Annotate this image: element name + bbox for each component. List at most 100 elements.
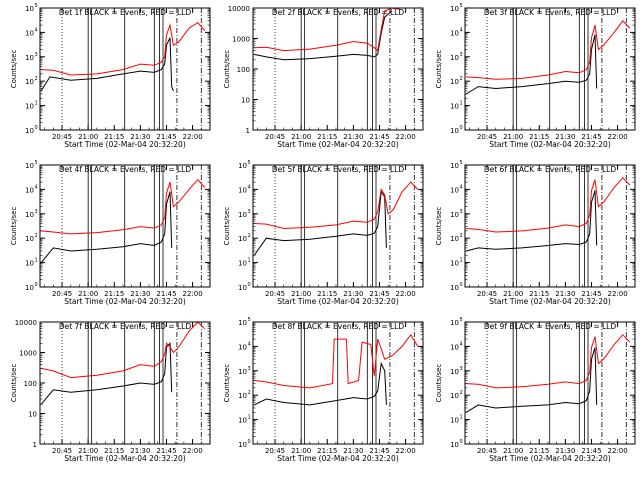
x-tick-label: 21:15 — [317, 290, 337, 298]
y-tick-exponent: 1 — [460, 415, 463, 421]
x-tick-label: 21:30 — [130, 133, 150, 141]
y-tick-label: 10 — [28, 411, 37, 419]
y-tick-label: 10 — [238, 211, 247, 219]
y-tick-exponent: 4 — [460, 341, 463, 347]
y-tick-exponent: 5 — [460, 317, 463, 323]
y-tick-exponent: 5 — [248, 160, 251, 166]
x-tick-label: 21:45 — [581, 133, 601, 141]
panel-title: Det 5f BLACK = Events, RED = LLD — [272, 165, 405, 174]
x-tick-label: 22:00 — [183, 133, 203, 141]
x-tick-label: 22:00 — [183, 290, 203, 298]
series-line-lld — [41, 321, 206, 379]
y-tick-label: 10 — [25, 29, 34, 37]
y-tick-exponent: 2 — [248, 390, 251, 396]
x-tick-label: 21:30 — [343, 133, 363, 141]
panel-title: Det 7f BLACK = Events, RED = LLD — [59, 322, 192, 331]
x-tick-label: 22:00 — [396, 447, 416, 455]
x-axis-label: Start Time (02-Mar-04 20:32:20) — [64, 454, 186, 463]
y-tick-label: 10 — [450, 103, 459, 111]
y-tick-label: 10 — [25, 103, 34, 111]
x-tick-label: 21:15 — [104, 290, 124, 298]
x-tick-label: 20:45 — [52, 447, 72, 455]
series-line-events — [254, 10, 393, 61]
series-line-lld — [466, 20, 631, 80]
y-tick-exponent: 4 — [35, 184, 38, 190]
x-axis-label: Start Time (02-Mar-04 20:32:20) — [277, 297, 399, 306]
y-tick-exponent: 1 — [35, 258, 38, 264]
x-tick-label: 21:30 — [130, 290, 150, 298]
x-tick-label: 22:00 — [608, 447, 628, 455]
series-line-lld — [466, 177, 631, 233]
series-line-events — [466, 190, 598, 252]
y-tick-label: 1000 — [19, 350, 37, 358]
x-tick-label: 21:00 — [291, 290, 311, 298]
y-axis-label: Counts/sec — [435, 50, 443, 89]
x-tick-label: 21:15 — [317, 447, 337, 455]
y-axis-label: Counts/sec — [435, 207, 443, 246]
y-tick-label: 10 — [450, 54, 459, 62]
panel-title: Det 9f BLACK = Events, RED = LLD — [484, 322, 617, 331]
series-line-events — [40, 37, 174, 92]
x-tick-label: 21:45 — [156, 447, 176, 455]
x-tick-label: 22:00 — [396, 133, 416, 141]
y-tick-label: 10 — [25, 5, 34, 13]
x-tick-label: 21:15 — [104, 133, 124, 141]
y-axis-label: Counts/sec — [223, 364, 231, 403]
series-line-lld — [254, 181, 419, 230]
y-tick-label: 10 — [450, 127, 459, 135]
x-tick-label: 21:15 — [104, 447, 124, 455]
x-tick-label: 20:45 — [52, 133, 72, 141]
y-tick-label: 10 — [238, 162, 247, 170]
y-tick-exponent: 2 — [248, 233, 251, 239]
series-line-lld — [41, 22, 206, 76]
x-axis-label: Start Time (02-Mar-04 20:32:20) — [277, 454, 399, 463]
y-tick-label: 10 — [450, 235, 459, 243]
y-tick-label: 10 — [238, 417, 247, 425]
y-tick-label: 10 — [450, 417, 459, 425]
x-tick-label: 20:45 — [477, 133, 497, 141]
y-tick-label: 10 — [238, 368, 247, 376]
series-line-events — [253, 190, 387, 256]
y-tick-exponent: 0 — [248, 282, 251, 288]
y-tick-exponent: 3 — [460, 209, 463, 215]
y-tick-exponent: 5 — [35, 160, 38, 166]
y-tick-label: 10 — [450, 368, 459, 376]
x-tick-label: 21:30 — [555, 447, 575, 455]
y-tick-label: 1 — [33, 441, 37, 449]
x-tick-label: 21:30 — [130, 447, 150, 455]
y-tick-exponent: 5 — [460, 160, 463, 166]
y-tick-label: 10 — [450, 319, 459, 327]
y-tick-exponent: 5 — [35, 3, 38, 9]
y-tick-label: 10000 — [15, 319, 37, 327]
y-tick-exponent: 3 — [460, 52, 463, 58]
y-tick-label: 10 — [450, 78, 459, 86]
y-tick-label: 10 — [238, 441, 247, 449]
y-axis-label: Counts/sec — [223, 50, 231, 89]
y-tick-exponent: 5 — [460, 3, 463, 9]
x-tick-label: 21:00 — [503, 447, 523, 455]
series-line-events — [40, 191, 173, 263]
y-tick-exponent: 0 — [460, 125, 463, 131]
y-tick-label: 10 — [450, 186, 459, 194]
x-tick-label: 20:45 — [265, 290, 285, 298]
x-tick-label: 21:15 — [529, 290, 549, 298]
panel-det-7f: 1 10 100 1000 10000 20:45 21:00 21:15 21:30 21:45… — [10, 319, 211, 463]
x-tick-label: 21:30 — [555, 133, 575, 141]
panel-det-2f: 1 10 100 1000 10000 20:45 21:00 21:15 21:30 21:45… — [223, 5, 424, 149]
panel-title: Det 8f BLACK = Events, RED = LLD — [272, 322, 405, 331]
plot-frame — [39, 164, 211, 288]
series-line-lld — [254, 333, 419, 389]
x-tick-label: 21:45 — [156, 133, 176, 141]
y-tick-label: 10 — [450, 211, 459, 219]
panel-title: Det 2f BLACK = Events, RED = LLD — [272, 8, 405, 17]
x-tick-label: 20:45 — [477, 290, 497, 298]
plot-frame — [252, 164, 424, 288]
y-tick-label: 10000 — [228, 5, 250, 13]
x-tick-label: 21:30 — [343, 290, 363, 298]
y-tick-exponent: 4 — [35, 27, 38, 33]
